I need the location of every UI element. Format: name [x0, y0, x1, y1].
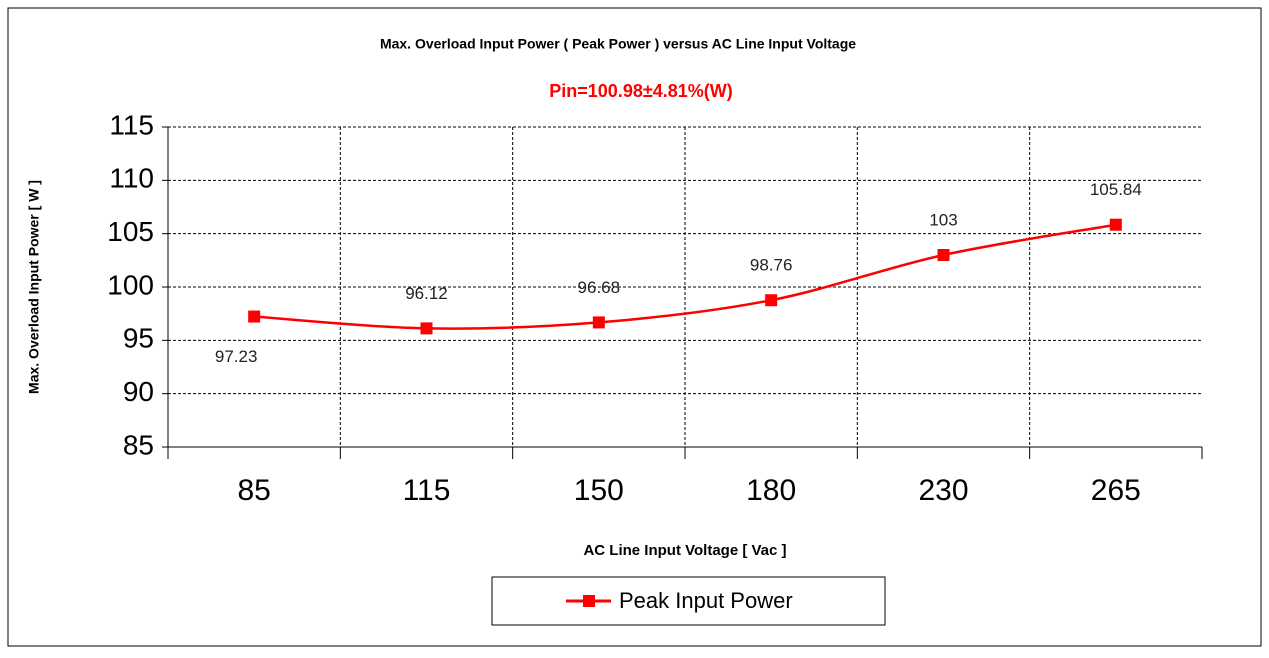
x-tick-label: 180: [746, 474, 796, 507]
data-label: 105.84: [1090, 180, 1142, 199]
line: [254, 223, 1117, 330]
marker: [248, 310, 261, 323]
data-label: 98.76: [750, 256, 793, 275]
marker: [937, 249, 950, 261]
data-label: 96.12: [405, 284, 448, 303]
chart-frame: [7, 7, 1262, 647]
legend-label: Peak Input Power: [619, 588, 793, 613]
chart-subtitle: Pin=100.98±4.81%(W): [549, 81, 732, 101]
chart-title: Max. Overload Input Power ( Peak Power )…: [380, 36, 856, 52]
data-label: 97.23: [215, 347, 258, 366]
y-axis-label: Max. Overload Input Power [ W ]: [26, 180, 42, 394]
y-tick-label: 110: [109, 163, 154, 194]
data-label: 103: [929, 210, 957, 229]
data-label: 96.68: [578, 278, 621, 297]
x-tick-label: 85: [237, 474, 270, 507]
marker: [1109, 218, 1122, 231]
y-tick-label: 85: [123, 429, 154, 460]
y-tick-label: 90: [123, 376, 154, 407]
legend-box: [491, 576, 886, 626]
x-tick-label: 265: [1091, 474, 1141, 507]
y-tick-label: 100: [107, 269, 154, 300]
x-tick-label: 230: [918, 474, 968, 507]
marker: [592, 316, 605, 329]
marker: [765, 294, 778, 307]
x-tick-label: 115: [403, 474, 451, 507]
y-tick-label: 115: [109, 109, 154, 140]
x-tick-label: 150: [574, 474, 624, 507]
x-axis-label: AC Line Input Voltage [ Vac ]: [583, 542, 786, 559]
marker: [420, 322, 433, 335]
y-tick-label: 95: [123, 323, 154, 354]
y-tick-label: 105: [107, 216, 154, 247]
legend-marker: [583, 595, 595, 607]
